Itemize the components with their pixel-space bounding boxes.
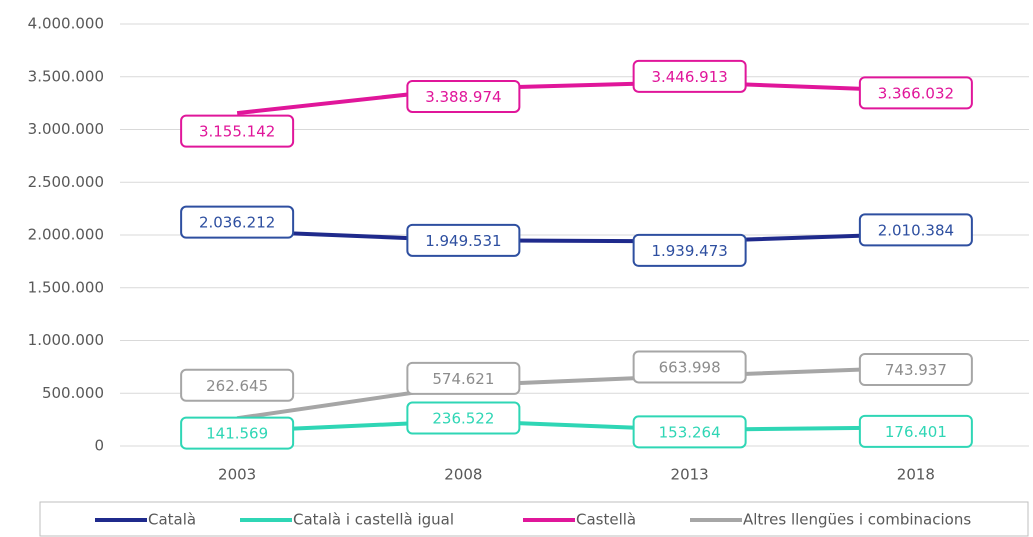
data-label-box: [632, 350, 747, 384]
data-label: 663.998: [659, 358, 721, 376]
data-label-box: [180, 205, 295, 239]
data-label: 3.388.974: [425, 88, 501, 106]
y-tick-label: 0: [94, 437, 104, 455]
data-label-box: [406, 79, 521, 113]
series-line: [236, 365, 916, 421]
data-label: 2.010.384: [878, 221, 954, 239]
x-tick-label: 2013: [671, 466, 709, 484]
legend-label: Català: [148, 511, 196, 529]
data-label: 574.621: [432, 370, 494, 388]
series-line: [237, 229, 916, 244]
data-label-box: [858, 353, 973, 387]
legend-label: Català i castellà igual: [293, 511, 454, 529]
data-label: 262.645: [206, 377, 268, 395]
y-tick-label: 3.000.000: [28, 120, 104, 138]
data-label-box: [180, 368, 295, 402]
data-label: 3.446.913: [651, 68, 727, 86]
data-label-box: [858, 213, 973, 247]
y-tick-label: 1.000.000: [28, 331, 104, 349]
data-label: 1.939.473: [651, 242, 727, 260]
data-label-box: [632, 59, 747, 93]
data-label-box: [858, 414, 973, 448]
y-tick-label: 4.000.000: [28, 15, 104, 33]
series-line: [237, 419, 916, 434]
legend-box: [39, 501, 1029, 537]
x-tick-label: 2018: [897, 466, 935, 484]
data-label-box: [406, 361, 521, 395]
data-label: 743.937: [885, 361, 947, 379]
data-label-box: [858, 76, 973, 110]
y-tick-label: 2.500.000: [28, 173, 104, 191]
y-tick-label: 500.000: [42, 384, 104, 402]
data-label: 176.401: [885, 423, 947, 441]
series-line: [236, 80, 916, 116]
y-tick-label: 3.500.000: [28, 67, 104, 85]
data-label: 2.036.212: [199, 214, 275, 232]
data-label: 3.366.032: [878, 84, 954, 102]
data-label: 3.155.142: [199, 123, 275, 141]
data-label-box: [632, 233, 747, 267]
x-tick-label: 2003: [218, 466, 256, 484]
data-label: 153.264: [659, 423, 721, 441]
legend-label: Castellà: [576, 511, 636, 529]
data-label: 141.569: [206, 425, 268, 443]
data-label: 1.949.531: [425, 232, 501, 250]
y-tick-label: 2.000.000: [28, 226, 104, 244]
x-tick-label: 2008: [444, 466, 482, 484]
data-label: 236.522: [432, 410, 494, 428]
data-label-box: [632, 415, 747, 449]
y-tick-label: 1.500.000: [28, 278, 104, 296]
data-label-box: [180, 416, 295, 450]
data-label-box: [406, 401, 521, 435]
data-label-box: [406, 223, 521, 257]
legend-label: Altres llengües i combinacions: [743, 511, 971, 529]
data-label-box: [180, 114, 295, 148]
